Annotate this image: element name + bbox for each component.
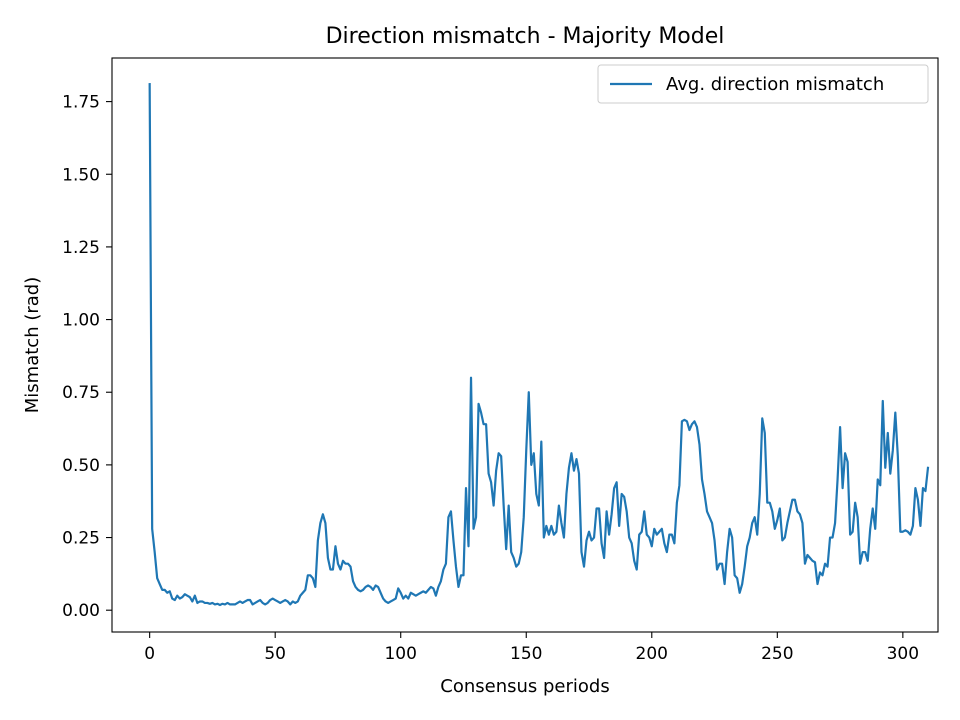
y-tick-label: 0.25	[62, 529, 100, 549]
y-tick-label: 1.25	[62, 238, 100, 258]
legend: Avg. direction mismatch	[597, 64, 929, 104]
y-axis-label: Mismatch (rad)	[22, 277, 43, 413]
x-axis-label: Consensus periods	[440, 676, 609, 697]
y-tick-label: 1.75	[62, 93, 100, 113]
y-tick-label: 0.50	[62, 456, 100, 476]
legend-label: Avg. direction mismatch	[666, 74, 884, 95]
x-axis: 0 50 100 150 200 250 300	[144, 632, 919, 664]
y-axis: 0.00 0.25 0.50 0.75 1.00 1.25 1.50 1.75	[62, 93, 112, 621]
x-tick-label: 100	[384, 644, 416, 664]
legend-box	[597, 64, 929, 104]
plot-frame	[111, 57, 939, 633]
x-tick-label: 250	[761, 644, 793, 664]
x-tick-label: 50	[264, 644, 286, 664]
x-tick-label: 300	[887, 644, 919, 664]
plot-area	[112, 58, 938, 632]
x-tick-label: 200	[636, 644, 668, 664]
x-tick-label: 0	[144, 644, 155, 664]
y-tick-label: 1.00	[62, 311, 100, 331]
y-tick-label: 1.50	[62, 165, 100, 185]
y-tick-label: 0.75	[62, 383, 100, 403]
y-tick-label: 0.00	[62, 601, 100, 621]
chart-title: Direction mismatch - Majority Model	[326, 24, 725, 49]
series-line-avg-direction-mismatch	[148, 83, 930, 607]
x-tick-label: 150	[510, 644, 542, 664]
